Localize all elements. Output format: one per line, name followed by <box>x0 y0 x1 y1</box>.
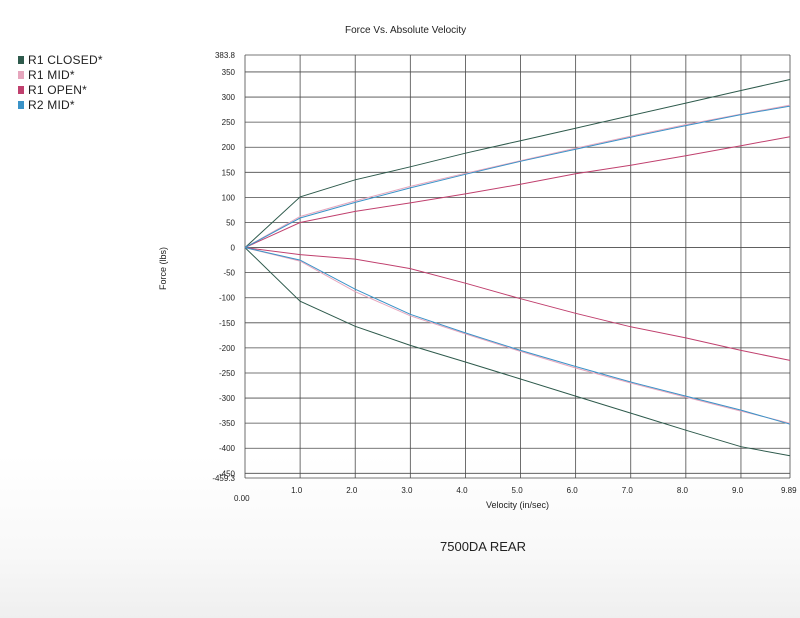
chart-title: Force Vs. Absolute Velocity <box>345 25 467 36</box>
legend-item-r1-open: R1 OPEN* <box>18 82 103 97</box>
legend-item-r1-closed: R1 CLOSED* <box>18 52 103 67</box>
x-tick-label: 4.0 <box>456 486 468 495</box>
series-line-3-rebound <box>244 247 791 425</box>
x-tick-label: 3.0 <box>401 486 413 495</box>
chart-caption: 7500DA REAR <box>440 539 526 554</box>
y-tick-label: -300 <box>219 394 236 403</box>
x-tick-label: 7.0 <box>622 486 634 495</box>
x-tick-label: 6.0 <box>567 486 579 495</box>
y-tick-label: 0 <box>231 244 236 253</box>
y-tick-label: 200 <box>222 143 236 152</box>
y-tick-label: 100 <box>222 193 236 202</box>
series-lines <box>244 79 791 457</box>
legend-label-r1-open: R1 OPEN* <box>28 82 87 97</box>
legend-swatch-r2-mid <box>18 100 24 109</box>
legend-label-r1-closed: R1 CLOSED* <box>28 52 103 67</box>
y-axis-label: Force (lbs) <box>158 246 168 290</box>
y-tick-label: -450 <box>219 469 236 478</box>
x-tick-label: 5.0 <box>512 486 524 495</box>
y-tick-label: 50 <box>226 218 235 227</box>
y-tick-label: -200 <box>219 344 236 353</box>
x-tick-label: 8.0 <box>677 486 689 495</box>
y-tick-label: -150 <box>219 319 236 328</box>
y-tick-label: 150 <box>222 168 236 177</box>
y-tick-label: -459.3 <box>212 474 235 483</box>
x-tick-label: 0.00 <box>234 494 250 503</box>
tick-labels: 0.00 1.0 2.0 3.0 4.0 5.0 6.0 7.0 8.0 9.0 9.89 383.8… <box>212 51 797 503</box>
series-line-2-compression <box>244 136 791 249</box>
grid <box>244 54 791 479</box>
legend-swatch-r1-closed <box>18 55 24 64</box>
x-tick-label: 2.0 <box>346 486 358 495</box>
series-line-0-compression <box>244 79 791 248</box>
x-tick-label: 1.0 <box>291 486 303 495</box>
series-line-0-rebound <box>244 247 791 457</box>
y-tick-label: 383.8 <box>215 51 236 60</box>
legend-label-r2-mid: R2 MID* <box>28 97 75 112</box>
legend-swatch-r1-open <box>18 85 24 94</box>
series-line-1-compression <box>244 104 791 249</box>
series-line-2-rebound <box>244 247 791 361</box>
x-axis-label: Velocity (in/sec) <box>486 500 550 510</box>
y-tick-label: -400 <box>219 444 236 453</box>
x-tick-label: 9.89 <box>781 486 797 495</box>
x-tick-label: 9.0 <box>732 486 744 495</box>
y-tick-label: 350 <box>222 68 236 77</box>
y-tick-label: -250 <box>219 369 236 378</box>
legend-item-r1-mid: R1 MID* <box>18 67 103 82</box>
legend-swatch-r1-mid <box>18 70 24 79</box>
y-tick-label: -50 <box>223 269 235 278</box>
y-tick-label: -100 <box>219 294 236 303</box>
series-line-3-compression <box>244 105 791 249</box>
y-tick-label: 300 <box>222 93 236 102</box>
y-tick-label: -350 <box>219 419 236 428</box>
legend-label-r1-mid: R1 MID* <box>28 67 75 82</box>
legend-item-r2-mid: R2 MID* <box>18 97 103 112</box>
y-tick-label: 250 <box>222 118 236 127</box>
series-line-1-rebound <box>244 247 791 424</box>
legend: R1 CLOSED* R1 MID* R1 OPEN* R2 MID* <box>18 52 103 112</box>
